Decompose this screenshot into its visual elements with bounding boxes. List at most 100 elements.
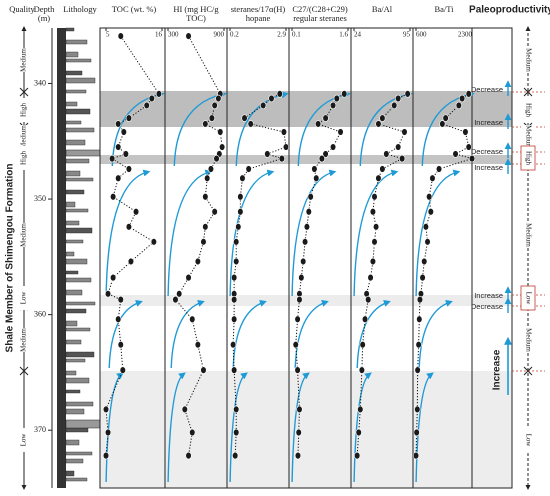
- quality-boundary: [19, 87, 29, 97]
- data-point: [125, 114, 133, 122]
- data-point: [207, 165, 215, 173]
- trend-label: Increase: [474, 118, 503, 127]
- plot-frame: [99, 27, 513, 489]
- data-point: [337, 128, 344, 136]
- data-point: [294, 366, 301, 374]
- data-point: [421, 257, 428, 266]
- data-point: [185, 451, 192, 460]
- data-point: [459, 94, 466, 103]
- quality-label: Low: [20, 433, 28, 447]
- data-point: [235, 223, 242, 231]
- depth-header: Depth: [34, 4, 56, 14]
- lithology-bed: [65, 258, 88, 265]
- data-point: [102, 405, 110, 414]
- lithology-bed: [65, 189, 85, 195]
- data-point: [359, 340, 366, 349]
- data-point: [237, 193, 244, 201]
- lithology-bed: [65, 401, 94, 407]
- quality-label: Medium: [524, 48, 532, 72]
- lithology-bed: [65, 408, 85, 415]
- lithology-bed: [65, 177, 94, 182]
- quality-label-bg: [520, 285, 536, 311]
- x-tick-label: 0.1: [292, 31, 301, 39]
- trend-arrow: [418, 300, 453, 369]
- x-tick-label: 300: [168, 31, 179, 39]
- lithology-bed: [65, 477, 88, 482]
- quality-label-bg: [520, 145, 536, 171]
- quality-label-bg: [521, 328, 535, 352]
- data-point: [241, 114, 248, 122]
- quality-label-bg: [16, 48, 32, 72]
- quality-label: Low: [20, 291, 28, 305]
- data-point: [315, 120, 322, 128]
- y-tick-label: 360: [34, 309, 46, 318]
- x-tick-label: 5: [106, 31, 110, 39]
- trend-arrow: [291, 169, 337, 297]
- lithology-bed: [65, 127, 95, 133]
- lithology-bed: [65, 451, 93, 456]
- data-point: [357, 405, 364, 414]
- data-point: [189, 428, 196, 437]
- lithology-bed: [65, 89, 87, 94]
- data-point: [415, 340, 422, 349]
- data-point: [401, 128, 408, 136]
- data-point: [117, 295, 124, 304]
- data-point: [194, 257, 201, 266]
- x-tick-label: 95: [403, 31, 411, 39]
- data-point: [143, 101, 150, 110]
- trend-label: Decrease: [471, 147, 503, 156]
- data-point: [294, 315, 301, 323]
- panel-title: steranes/17α(H): [231, 4, 286, 14]
- data-point: [110, 193, 117, 201]
- panel-title: Ba/Al: [372, 4, 393, 14]
- lithology-bed: [65, 419, 101, 429]
- data-point: [439, 120, 446, 128]
- lithology-header: Lithology: [63, 4, 97, 14]
- y-tick-label: 350: [34, 194, 46, 203]
- data-point: [260, 101, 267, 110]
- quality-label: High: [524, 151, 532, 166]
- quality-label-bg: [521, 223, 535, 247]
- data-point: [307, 193, 314, 201]
- panel-frames: [99, 27, 513, 489]
- data-point: [419, 273, 426, 282]
- data-point: [414, 366, 421, 374]
- data-point: [395, 143, 402, 151]
- quality-label: Medium: [20, 328, 28, 352]
- data-point: [329, 143, 337, 151]
- x-tick-label: 0.2: [230, 31, 239, 39]
- panel-title: regular steranes: [293, 13, 347, 23]
- data-point: [322, 114, 329, 122]
- data-point: [276, 90, 283, 98]
- data-point: [117, 32, 124, 40]
- interval-band: [100, 295, 512, 306]
- trend-arrow: [235, 91, 289, 167]
- quality-label: Medium: [524, 223, 532, 247]
- quality-label: High: [20, 103, 28, 118]
- lithology-bed: [65, 377, 90, 384]
- trend-arrow: [105, 169, 151, 297]
- data-point: [200, 238, 207, 246]
- x-tick-label: 2300: [458, 31, 473, 39]
- data-point: [355, 428, 362, 437]
- data-point: [298, 273, 305, 282]
- x-tick-label: 2.9: [277, 31, 286, 39]
- data-point: [233, 428, 240, 437]
- lithology-bed: [65, 358, 86, 363]
- data-point: [318, 154, 325, 163]
- data-point: [155, 90, 163, 98]
- data-point: [435, 165, 443, 173]
- data-point: [361, 315, 369, 323]
- trend-arrow: [353, 169, 399, 297]
- depth-header: (m): [38, 13, 50, 23]
- data-point: [416, 315, 423, 323]
- data-point: [404, 90, 411, 98]
- data-point: [232, 451, 239, 460]
- panel-title: HI (mg HC/g: [173, 4, 219, 14]
- data-point: [122, 150, 129, 158]
- data-point: [194, 340, 201, 349]
- data-point: [231, 295, 238, 304]
- data-point: [231, 273, 238, 282]
- data-point: [399, 154, 406, 163]
